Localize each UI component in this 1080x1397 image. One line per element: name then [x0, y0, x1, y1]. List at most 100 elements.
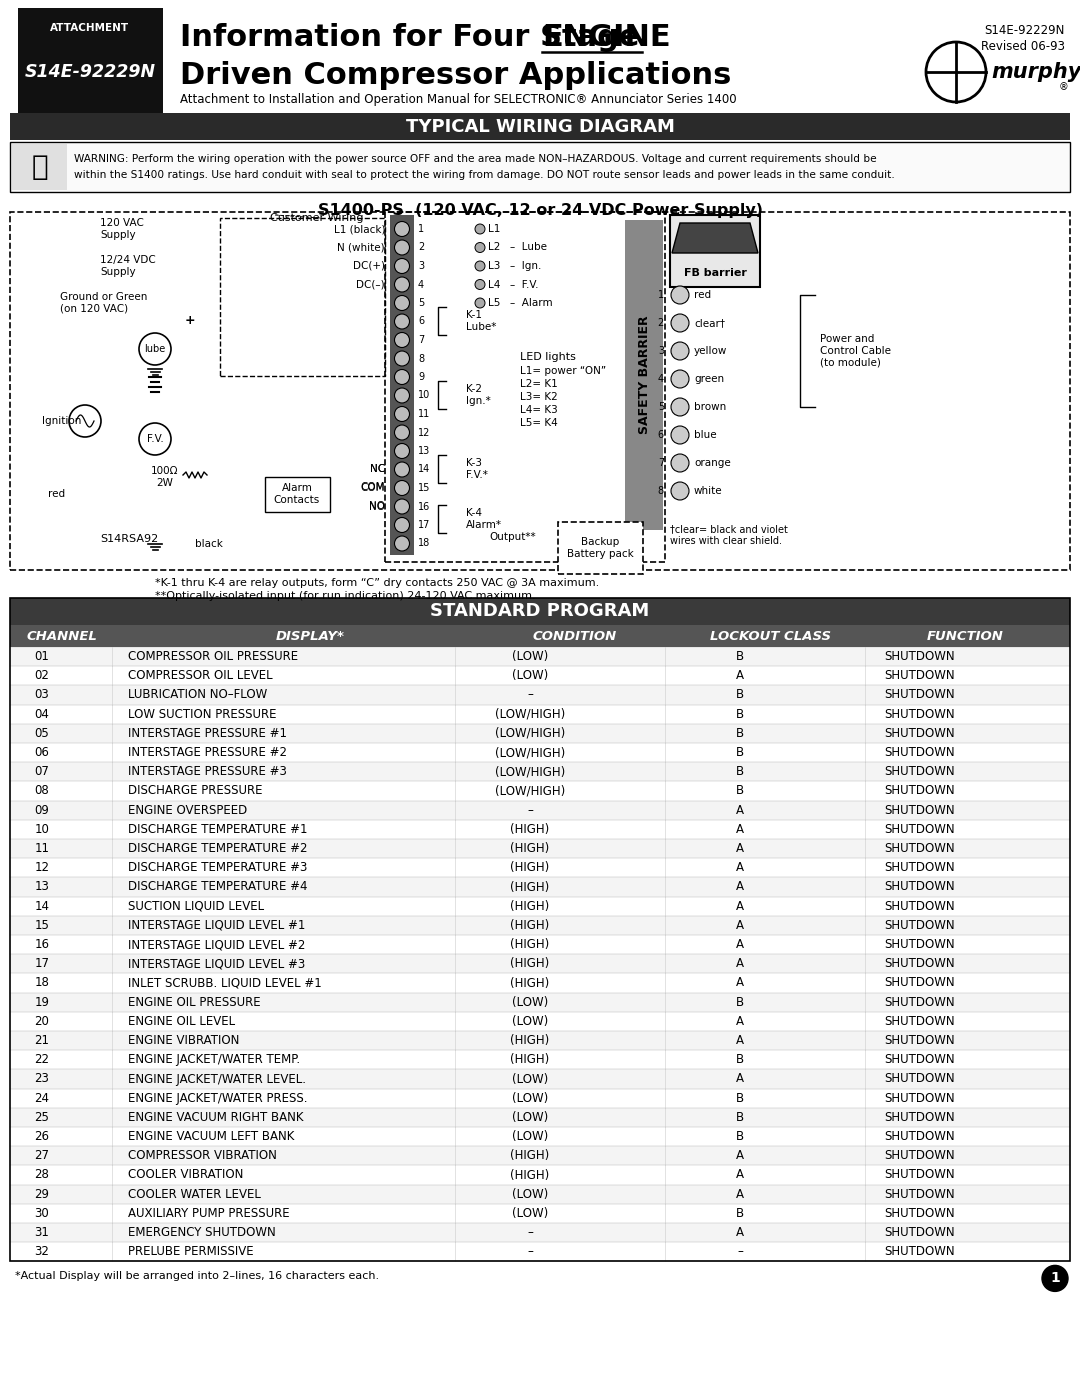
- Text: 12/24 VDC
Supply: 12/24 VDC Supply: [100, 256, 156, 277]
- Text: brown: brown: [694, 402, 726, 412]
- Text: L1= power “ON”: L1= power “ON”: [519, 366, 606, 376]
- Text: Alarm
Contacts: Alarm Contacts: [274, 483, 320, 504]
- Text: 09: 09: [35, 803, 50, 817]
- Bar: [10, 1185, 1070, 1204]
- Text: COM: COM: [361, 482, 384, 492]
- Text: NO: NO: [369, 502, 384, 511]
- Bar: [670, 215, 760, 286]
- Bar: [10, 1088, 1070, 1108]
- Text: LED lights: LED lights: [519, 352, 576, 362]
- Text: COMPRESSOR OIL PRESSURE: COMPRESSOR OIL PRESSURE: [129, 650, 298, 664]
- Text: 12: 12: [418, 427, 430, 437]
- Text: COOLER VIBRATION: COOLER VIBRATION: [129, 1168, 243, 1182]
- Bar: [10, 954, 1070, 974]
- Bar: [10, 935, 1070, 954]
- Text: LUBRICATION NO–FLOW: LUBRICATION NO–FLOW: [129, 689, 267, 701]
- Bar: [390, 215, 414, 555]
- Bar: [10, 1031, 1070, 1051]
- Text: 16: 16: [35, 939, 50, 951]
- Text: 100Ω
2W: 100Ω 2W: [150, 467, 178, 488]
- Text: B: B: [735, 708, 744, 721]
- Text: 26: 26: [35, 1130, 50, 1143]
- Text: 4: 4: [418, 279, 424, 289]
- Text: (HIGH): (HIGH): [511, 919, 550, 932]
- Text: red: red: [48, 489, 65, 499]
- Text: L2: L2: [488, 243, 500, 253]
- Text: clear†: clear†: [694, 319, 725, 328]
- Text: (HIGH): (HIGH): [511, 1168, 550, 1182]
- Text: lube: lube: [145, 344, 165, 353]
- Text: ENGINE OIL LEVEL: ENGINE OIL LEVEL: [129, 1014, 235, 1028]
- Text: (LOW): (LOW): [512, 1111, 549, 1125]
- Text: K-4
Alarm*: K-4 Alarm*: [465, 509, 502, 529]
- Text: WARNING: Perform the wiring operation with the power source OFF and the area mad: WARNING: Perform the wiring operation wi…: [75, 154, 877, 163]
- Text: (HIGH): (HIGH): [511, 842, 550, 855]
- Text: ENGINE VACUUM RIGHT BANK: ENGINE VACUUM RIGHT BANK: [129, 1111, 303, 1125]
- Text: Information for Four Stage: Information for Four Stage: [180, 24, 650, 53]
- Text: 15: 15: [35, 919, 50, 932]
- Text: K-1
Lube*: K-1 Lube*: [465, 310, 497, 332]
- Bar: [10, 743, 1070, 763]
- Text: SHUTDOWN: SHUTDOWN: [885, 996, 956, 1009]
- Text: SHUTDOWN: SHUTDOWN: [885, 939, 956, 951]
- Text: (LOW/HIGH): (LOW/HIGH): [495, 785, 565, 798]
- Circle shape: [671, 286, 689, 305]
- Bar: [10, 993, 1070, 1011]
- Text: orange: orange: [694, 458, 731, 468]
- Text: †clear= black and violet
wires with clear shield.: †clear= black and violet wires with clea…: [670, 524, 788, 546]
- Text: DISCHARGE PRESSURE: DISCHARGE PRESSURE: [129, 785, 262, 798]
- Text: black: black: [195, 539, 222, 549]
- Text: A: A: [735, 977, 744, 989]
- Text: ENGINE OIL PRESSURE: ENGINE OIL PRESSURE: [129, 996, 260, 1009]
- Bar: [10, 686, 1070, 704]
- Circle shape: [671, 426, 689, 444]
- Text: 8: 8: [418, 353, 424, 363]
- Text: LOCKOUT CLASS: LOCKOUT CLASS: [710, 630, 831, 643]
- Text: (HIGH): (HIGH): [511, 1034, 550, 1048]
- Bar: [12, 144, 67, 190]
- Text: 15: 15: [418, 483, 430, 493]
- Text: CHANNEL: CHANNEL: [27, 630, 97, 643]
- Text: SHUTDOWN: SHUTDOWN: [885, 880, 956, 894]
- Text: 19: 19: [35, 996, 50, 1009]
- Text: SHUTDOWN: SHUTDOWN: [885, 726, 956, 740]
- Text: (LOW/HIGH): (LOW/HIGH): [495, 726, 565, 740]
- Text: SHUTDOWN: SHUTDOWN: [885, 1187, 956, 1200]
- Circle shape: [394, 481, 409, 496]
- Text: SHUTDOWN: SHUTDOWN: [885, 900, 956, 912]
- Text: 29: 29: [35, 1187, 50, 1200]
- Text: SHUTDOWN: SHUTDOWN: [885, 1207, 956, 1220]
- Text: ENGINE VACUUM LEFT BANK: ENGINE VACUUM LEFT BANK: [129, 1130, 295, 1143]
- Text: Revised 06-93: Revised 06-93: [981, 39, 1065, 53]
- Text: SHUTDOWN: SHUTDOWN: [885, 708, 956, 721]
- Text: Attachment to Installation and Operation Manual for SELECTRONIC® Annunciator Ser: Attachment to Installation and Operation…: [180, 94, 737, 106]
- Text: B: B: [735, 726, 744, 740]
- Text: Customer Wiring: Customer Wiring: [270, 212, 364, 224]
- Text: SUCTION LIQUID LEVEL: SUCTION LIQUID LEVEL: [129, 900, 265, 912]
- Text: SHUTDOWN: SHUTDOWN: [885, 823, 956, 835]
- Text: NC: NC: [369, 464, 384, 475]
- Text: –: –: [527, 1227, 532, 1239]
- Text: L4= K3: L4= K3: [519, 405, 557, 415]
- Text: SHUTDOWN: SHUTDOWN: [885, 803, 956, 817]
- Circle shape: [394, 314, 409, 330]
- Text: SHUTDOWN: SHUTDOWN: [885, 650, 956, 664]
- Text: (HIGH): (HIGH): [511, 880, 550, 894]
- Text: A: A: [735, 1034, 744, 1048]
- Circle shape: [394, 332, 409, 348]
- Text: CONDITION: CONDITION: [532, 630, 617, 643]
- Text: 3: 3: [658, 346, 664, 356]
- Text: SHUTDOWN: SHUTDOWN: [885, 1034, 956, 1048]
- Text: SHUTDOWN: SHUTDOWN: [885, 669, 956, 682]
- Text: COMPRESSOR OIL LEVEL: COMPRESSOR OIL LEVEL: [129, 669, 272, 682]
- Text: SHUTDOWN: SHUTDOWN: [885, 1245, 956, 1259]
- Text: FB barrier: FB barrier: [684, 268, 746, 278]
- Text: L3: L3: [488, 261, 500, 271]
- Text: 16: 16: [418, 502, 430, 511]
- Text: INTERSTAGE PRESSURE #3: INTERSTAGE PRESSURE #3: [129, 766, 287, 778]
- Text: DISCHARGE TEMPERATURE #1: DISCHARGE TEMPERATURE #1: [129, 823, 308, 835]
- Text: ®: ®: [1058, 82, 1068, 92]
- Polygon shape: [672, 224, 758, 253]
- Text: 14: 14: [35, 900, 50, 912]
- Circle shape: [394, 388, 409, 402]
